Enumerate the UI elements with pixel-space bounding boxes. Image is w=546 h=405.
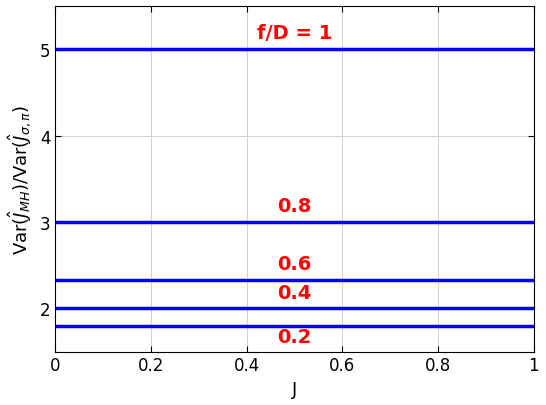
- X-axis label: J: J: [292, 380, 297, 398]
- Text: f/D = 1: f/D = 1: [257, 24, 332, 43]
- Y-axis label: $\mathrm{Var}(\hat{J}_{MH})/\mathrm{Var}(\hat{J}_{\sigma,\pi})$: $\mathrm{Var}(\hat{J}_{MH})/\mathrm{Var}…: [7, 104, 34, 254]
- Text: 0.6: 0.6: [277, 254, 312, 273]
- Text: 0.4: 0.4: [277, 283, 312, 302]
- Text: 0.2: 0.2: [277, 327, 312, 346]
- Text: 0.8: 0.8: [277, 196, 312, 215]
